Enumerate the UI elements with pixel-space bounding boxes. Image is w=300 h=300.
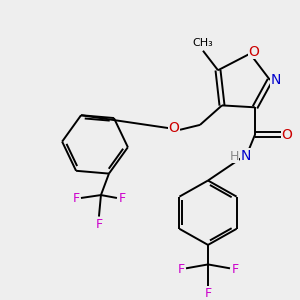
- Text: F: F: [231, 263, 239, 276]
- Text: F: F: [95, 218, 103, 231]
- Text: F: F: [204, 287, 211, 300]
- Text: F: F: [177, 263, 184, 276]
- Text: N: N: [271, 73, 281, 87]
- Text: CH₃: CH₃: [193, 38, 213, 48]
- Text: O: O: [169, 121, 179, 135]
- Text: F: F: [118, 193, 125, 206]
- Text: F: F: [72, 193, 80, 206]
- Text: N: N: [241, 149, 251, 163]
- Text: O: O: [249, 45, 260, 59]
- Text: H: H: [229, 150, 239, 163]
- Text: O: O: [282, 128, 292, 142]
